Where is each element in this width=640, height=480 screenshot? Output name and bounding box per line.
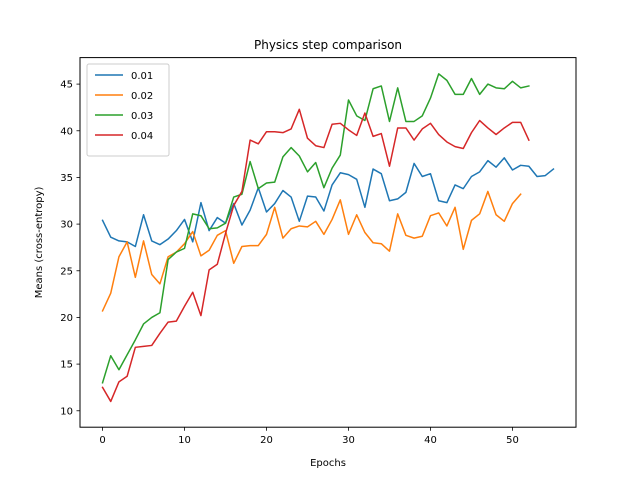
x-tick-label: 40 — [424, 435, 437, 446]
y-tick-label: 25 — [60, 266, 73, 277]
y-tick-label: 20 — [60, 313, 73, 324]
y-tick-label: 10 — [60, 406, 73, 417]
y-tick-label: 45 — [60, 80, 73, 91]
y-axis-label: Means (cross-entropy) — [34, 186, 45, 298]
x-tick-label: 10 — [178, 435, 191, 446]
series-line-0.04 — [101, 108, 530, 403]
y-tick-label: 15 — [60, 360, 73, 371]
legend-label: 0.04 — [131, 131, 153, 142]
x-tick-label: 30 — [342, 435, 355, 446]
x-axis-label: Epochs — [310, 458, 346, 469]
legend-box — [86, 63, 170, 157]
ticks-layer: 0 10 20 30 40 50 10 15 20 25 30 35 40 45 — [60, 80, 519, 447]
series-line-0.02 — [101, 190, 522, 312]
x-tick-label: 0 — [99, 435, 105, 446]
plot-frame — [79, 57, 577, 428]
x-tick-label: 20 — [260, 435, 273, 446]
series-line-0.01 — [101, 157, 555, 248]
legend-label: 0.01 — [131, 71, 153, 82]
legend-label: 0.03 — [131, 111, 153, 122]
series-layer — [101, 73, 555, 403]
chart-title: Physics step comparison — [254, 38, 402, 52]
series-line-0.03 — [101, 73, 530, 384]
y-tick-label: 40 — [60, 126, 73, 137]
legend-label: 0.02 — [131, 91, 153, 102]
y-tick-label: 35 — [60, 173, 73, 184]
x-tick-label: 50 — [506, 435, 519, 446]
y-tick-label: 30 — [60, 220, 73, 231]
legend: 0.01 0.02 0.03 0.04 — [86, 63, 170, 157]
